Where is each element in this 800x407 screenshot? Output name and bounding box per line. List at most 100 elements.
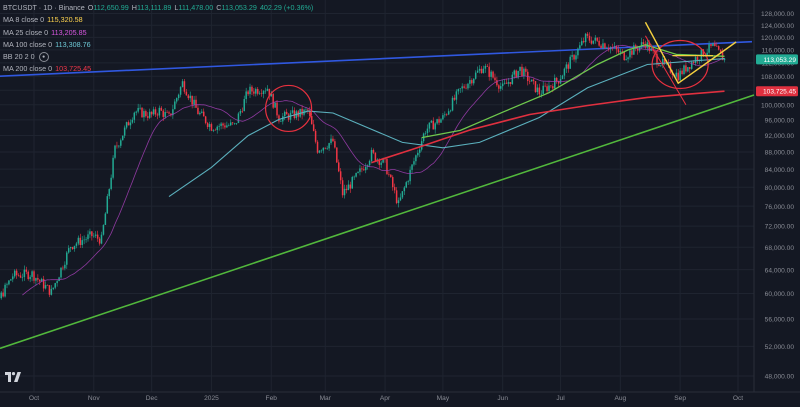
candle-body [258,93,261,95]
candle-body [534,81,537,93]
candle-body [87,234,89,240]
candle-body [183,81,186,92]
candle-body [135,111,137,113]
candle-body [301,108,303,115]
candle-body [94,234,97,236]
candle-body [708,44,710,53]
indicator-ma25[interactable]: MA 25 close 0 113,205.85 [3,27,313,39]
candle-body [202,111,205,117]
candle-body [528,80,531,82]
price-tick-label: 128,000.00 [761,11,794,18]
candle-body [492,71,494,78]
tradingview-logo-icon[interactable] [5,372,21,382]
indicator-value: 113,308.76 [55,39,91,49]
candle-body [268,88,271,97]
candle-body [447,111,450,115]
candle-body [685,65,687,72]
change-value: 402.29 (+0.36%) [259,3,314,12]
candle-body [642,42,645,45]
price-axis[interactable]: 128,000.00 124,000.00 120,000.00 116,000.00… [756,11,798,381]
candle-body [453,97,456,100]
candle-body [623,51,625,61]
candle-body [253,91,255,94]
time-axis[interactable]: Oct Nov Dec 2025 Feb Mar Apr May Jun Jul Aug Sep Oct [29,395,743,402]
highlight-circle [651,39,709,90]
candle-body [309,110,311,117]
candle-body [143,111,145,118]
candle-body [496,80,498,86]
candle-body [411,164,413,170]
candle-body [307,109,309,111]
indicator-ma100[interactable]: MA 100 close 0 113,308.76 [3,39,313,51]
candle-body [393,187,396,191]
indicator-ma200[interactable]: MA 200 close 0 103,725.45 [3,63,313,75]
candle-body [139,107,141,109]
candle-body [723,58,726,61]
indicator-bb[interactable]: BB 20 2 0 ● [3,51,313,63]
candle-body [339,171,342,181]
time-tick-label: Jul [556,395,565,402]
candle-body [523,68,525,76]
candle-body [29,276,31,280]
highlight-circle [264,84,313,133]
candle-body [280,121,282,123]
candle-body [378,159,380,165]
candle-body [471,80,473,84]
candle-body [8,280,10,285]
candle-body [256,88,259,94]
candle-body [164,112,166,117]
candle-body [530,79,533,82]
time-tick-label: 2025 [204,395,219,402]
candle-body [206,122,209,127]
candle-body [10,279,12,281]
candle-body [604,43,606,49]
candle-body [193,99,195,105]
time-tick-label: May [437,395,450,402]
candle-body [162,110,164,117]
low-value: 111,478.00 [178,3,214,12]
candle-body [328,143,330,149]
candle-body [364,166,367,171]
candle-body [231,122,234,124]
candle-body [312,124,315,131]
candle-body [662,58,664,66]
candle-body [430,120,433,123]
candle-body [694,57,697,63]
price-tick-label: 124,000.00 [761,23,794,30]
candle-body [505,82,508,84]
candle-body [79,237,82,245]
candle-body [353,176,355,178]
eye-icon[interactable]: ● [38,52,49,63]
candle-body [554,77,556,89]
annotations [264,21,737,133]
candle-body [501,83,504,87]
candle-body [39,279,41,282]
candle-body [118,145,120,147]
candle-body [438,119,440,123]
candle-body [37,278,39,280]
candle-body [474,72,477,79]
price-tick-label: 108,000.00 [761,74,794,81]
candle-body [305,109,307,111]
candle-body [714,43,716,47]
candle-body [336,147,338,163]
candle-body [345,188,348,191]
candle-body [249,86,251,95]
candle-body [237,113,240,123]
candle-body [285,111,288,115]
candle-body [677,72,679,81]
candle-body [131,119,134,123]
candle-body [480,68,483,74]
candle-body [573,55,575,60]
candle-body [91,231,93,237]
candle-body [417,152,419,156]
candle-body [503,82,506,84]
candle-body [467,83,469,89]
candle-body [278,115,280,122]
ma100-line [168,58,725,198]
symbol-label[interactable]: BTCUSDT · 1D · Binance [3,3,85,12]
candle-body [67,248,70,253]
indicator-ma8[interactable]: MA 8 close 0 115,320.58 [3,14,313,26]
candle-body [347,184,350,191]
